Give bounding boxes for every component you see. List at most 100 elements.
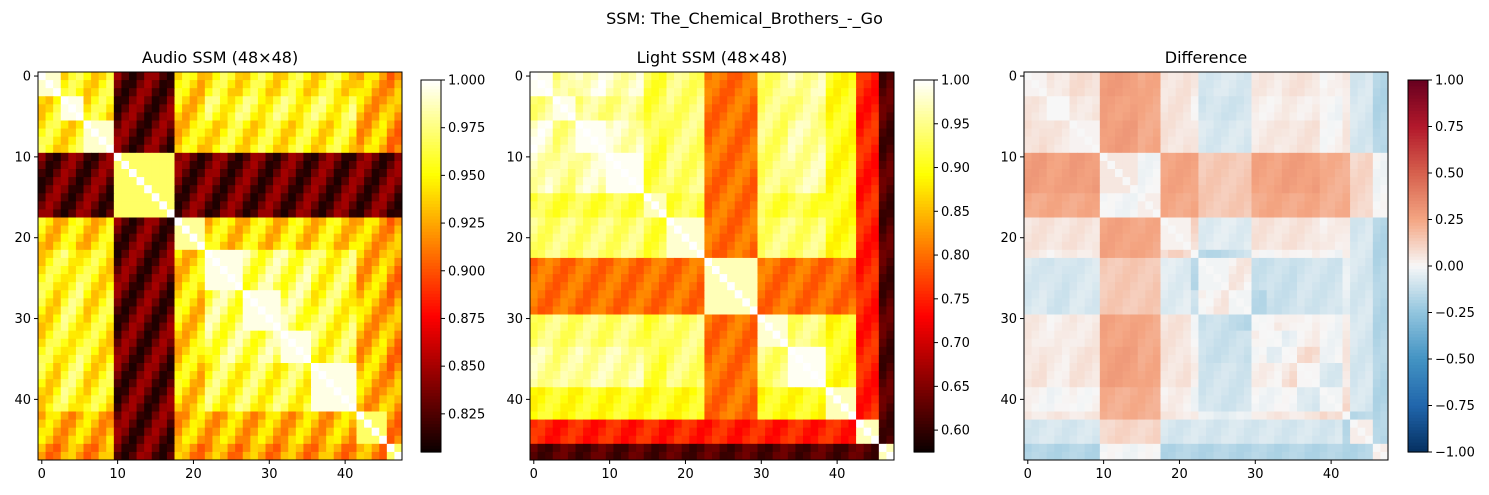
heatmap-cell xyxy=(235,136,244,146)
heatmap-cell xyxy=(583,177,592,186)
heatmap-cell xyxy=(727,371,736,380)
heatmap-cell xyxy=(719,193,728,202)
heatmap-cell xyxy=(863,387,872,396)
heatmap-cell xyxy=(280,427,289,437)
heatmap-cell xyxy=(825,282,834,291)
heatmap-cell xyxy=(159,136,168,146)
heatmap-cell xyxy=(386,72,395,81)
heatmap-cell xyxy=(583,395,592,404)
heatmap-cell xyxy=(810,290,819,299)
heatmap-cell xyxy=(295,419,304,429)
heatmap-cell xyxy=(311,112,320,121)
heatmap-cell xyxy=(636,298,645,307)
heatmap-cell xyxy=(204,96,213,105)
heatmap-cell xyxy=(833,298,842,307)
heatmap-cell xyxy=(394,160,403,170)
heatmap-cell xyxy=(265,72,274,81)
heatmap-cell xyxy=(871,403,880,412)
heatmap-cell xyxy=(212,427,221,437)
heatmap-cell xyxy=(856,120,865,130)
heatmap-cell xyxy=(250,427,259,437)
heatmap-cell xyxy=(628,306,637,315)
heatmap-cell xyxy=(598,403,607,412)
heatmap-cell xyxy=(106,169,115,178)
heatmap-cell xyxy=(787,282,796,291)
heatmap-cell xyxy=(129,298,138,307)
heatmap-cell xyxy=(583,411,592,421)
heatmap-cell xyxy=(227,80,236,89)
heatmap-cell xyxy=(288,257,297,267)
colorbar-step xyxy=(914,225,934,230)
heatmap-cell xyxy=(567,233,576,243)
heatmap-cell xyxy=(295,387,304,396)
heatmap-cell xyxy=(863,144,872,154)
heatmap-cell xyxy=(658,241,667,251)
heatmap-cell xyxy=(719,72,728,81)
heatmap-cell xyxy=(552,354,561,364)
heatmap-cell xyxy=(545,411,554,421)
heatmap-cell xyxy=(712,136,721,146)
heatmap-cell xyxy=(341,96,350,105)
heatmap-cell xyxy=(658,435,667,445)
heatmap-cell xyxy=(379,282,388,291)
heatmap-cell xyxy=(303,120,312,130)
heatmap-cell xyxy=(545,354,554,364)
heatmap-cell xyxy=(575,128,584,138)
heatmap-cell xyxy=(303,435,312,445)
heatmap-cell xyxy=(856,427,865,437)
heatmap-cell xyxy=(106,435,115,445)
colorbar-step xyxy=(914,343,934,348)
heatmap-cell xyxy=(364,306,373,315)
heatmap-cell xyxy=(273,185,282,194)
heatmap-cell xyxy=(311,451,320,461)
heatmap-cell xyxy=(681,152,690,162)
heatmap-cell xyxy=(144,274,153,283)
heatmap-cell xyxy=(379,201,388,210)
heatmap-cell xyxy=(341,395,350,404)
heatmap-cell xyxy=(295,209,304,218)
heatmap-cell xyxy=(803,322,812,332)
heatmap-cell xyxy=(129,72,138,81)
heatmap-cell xyxy=(204,435,213,445)
heatmap-cell xyxy=(681,80,690,89)
heatmap-cell xyxy=(613,128,622,138)
heatmap-cell xyxy=(856,411,865,421)
heatmap-cell xyxy=(575,257,584,267)
heatmap-cell xyxy=(166,225,175,235)
heatmap-cell xyxy=(386,451,395,461)
heatmap-cell xyxy=(537,201,546,210)
heatmap-cell xyxy=(121,160,130,170)
heatmap-cell xyxy=(848,120,857,130)
heatmap-cell xyxy=(848,152,857,162)
heatmap-cell xyxy=(651,160,660,170)
heatmap-cell xyxy=(636,136,645,146)
heatmap-cell xyxy=(810,419,819,429)
heatmap-cell xyxy=(545,435,554,445)
colorbar-step xyxy=(914,355,934,360)
heatmap-cell xyxy=(552,290,561,299)
heatmap-cell xyxy=(757,379,766,388)
heatmap-cell xyxy=(749,427,758,437)
heatmap-cell xyxy=(537,241,546,251)
heatmap-cell xyxy=(53,354,62,364)
heatmap-cell xyxy=(136,403,145,412)
heatmap-cell xyxy=(197,330,206,340)
heatmap-cell xyxy=(288,363,297,372)
heatmap-cell xyxy=(689,330,698,340)
heatmap-cell xyxy=(379,451,388,461)
heatmap-cell xyxy=(651,314,660,324)
heatmap-cell xyxy=(295,128,304,138)
heatmap-cell xyxy=(182,338,191,348)
heatmap-cell xyxy=(757,403,766,412)
heatmap-cell xyxy=(386,443,395,453)
heatmap-cell xyxy=(280,144,289,154)
heatmap-cell xyxy=(204,112,213,121)
heatmap-cell xyxy=(757,371,766,380)
heatmap-cell xyxy=(681,112,690,121)
heatmap-cell xyxy=(265,443,274,453)
heatmap-cell xyxy=(575,177,584,186)
heatmap-cell xyxy=(151,290,160,299)
heatmap-cell xyxy=(621,169,630,178)
heatmap-cell xyxy=(651,330,660,340)
heatmap-cell xyxy=(394,152,403,162)
